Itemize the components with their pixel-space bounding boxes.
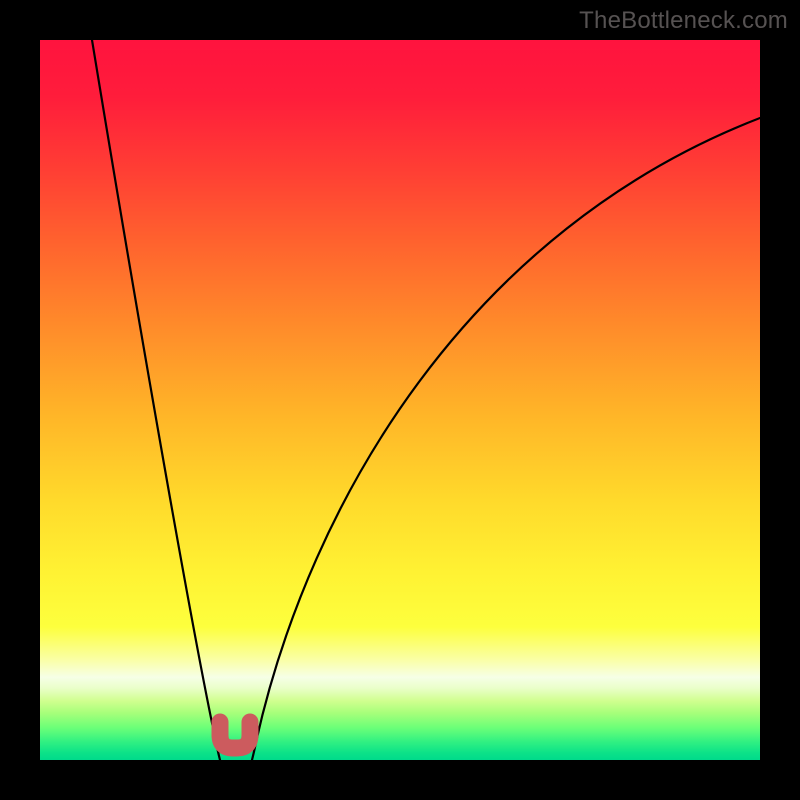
chart-outer-frame: TheBottleneck.com bbox=[0, 0, 800, 800]
u-marker bbox=[220, 722, 250, 748]
bottleneck-curve bbox=[92, 40, 760, 760]
watermark-text: TheBottleneck.com bbox=[579, 7, 788, 35]
plot-area bbox=[40, 40, 760, 760]
curve-overlay bbox=[40, 40, 760, 760]
